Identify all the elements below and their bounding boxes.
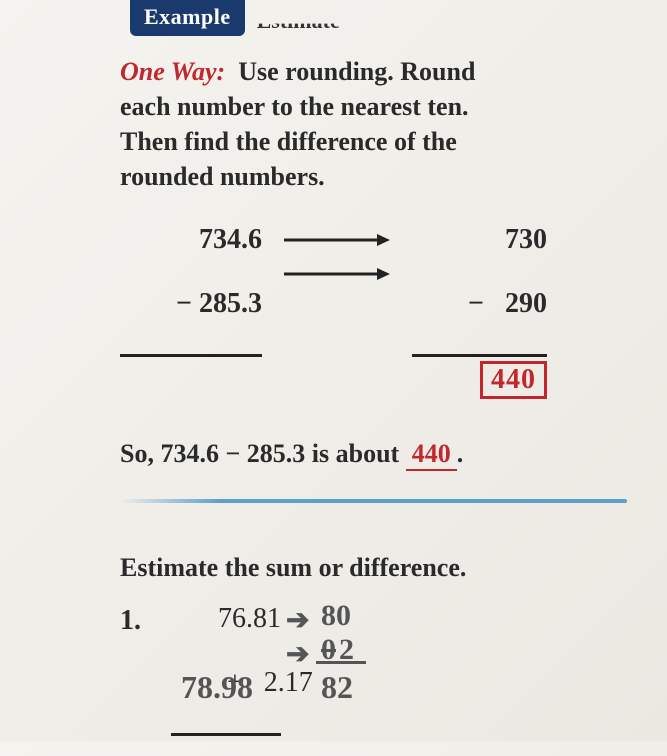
right-line1: 730 (505, 224, 547, 256)
left-op: − (176, 288, 192, 319)
instruction-text-1: Use rounding. Round (238, 57, 475, 86)
handwritten-underline (316, 661, 366, 664)
right-val2: 290 (505, 288, 547, 319)
cutoff-header-text: Estimate (257, 8, 340, 34)
right-op: − (468, 288, 484, 319)
worked-example: 734.6 − 285.3 730 − 290 440 (120, 224, 627, 399)
problem-number: 1. (120, 603, 141, 637)
problem-1: 1. 76.81 + 2.17 ➔ 80 ➔ 0 2 78.98 82 (120, 603, 627, 736)
left-column: 734.6 − 285.3 (120, 224, 262, 357)
instructions-block: One Way: Use rounding. Round each number… (120, 54, 627, 194)
instruction-text-3: Then find the difference of the (120, 127, 457, 156)
conclusion-suffix: . (457, 439, 464, 468)
right-line2: − 290 (412, 256, 547, 357)
header-row: Example Estimate (120, 0, 627, 36)
handwritten-exact-sum: 78.98 (181, 669, 253, 706)
right-column: 730 − 290 440 (412, 224, 547, 399)
section-heading: Estimate the sum or difference. (120, 553, 627, 583)
pencil-arrow-icon: ➔ (286, 637, 309, 671)
problem-column: 76.81 + 2.17 ➔ 80 ➔ 0 2 78.98 82 (171, 603, 281, 736)
p1-line1: 76.81 (218, 603, 281, 635)
example-tab: Example (130, 0, 245, 36)
instruction-text-2: each number to the nearest ten. (120, 92, 469, 121)
page-content: Example Estimate One Way: Use rounding. … (0, 0, 667, 756)
handwritten-round1: 80 (321, 599, 351, 633)
p1-val2: 2.17 (264, 667, 313, 698)
arrow-column (282, 224, 392, 284)
section-divider (120, 499, 627, 503)
conclusion-prefix: So, 734.6 − 285.3 is about (120, 439, 399, 468)
left-val2: 285.3 (199, 288, 262, 319)
arrow-icon (282, 264, 392, 284)
arrow-icon (282, 230, 392, 250)
one-way-label: One Way: (120, 57, 225, 86)
left-line1: 734.6 (199, 224, 262, 256)
conclusion-answer: 440 (406, 439, 457, 471)
left-line2: − 285.3 (120, 256, 262, 357)
conclusion-line: So, 734.6 − 285.3 is about 440. (120, 439, 627, 469)
handwritten-est-sum: 82 (321, 669, 353, 706)
result-box: 440 (480, 361, 547, 399)
instruction-text-4: rounded numbers. (120, 162, 325, 191)
pencil-arrow-icon: ➔ (286, 603, 309, 637)
